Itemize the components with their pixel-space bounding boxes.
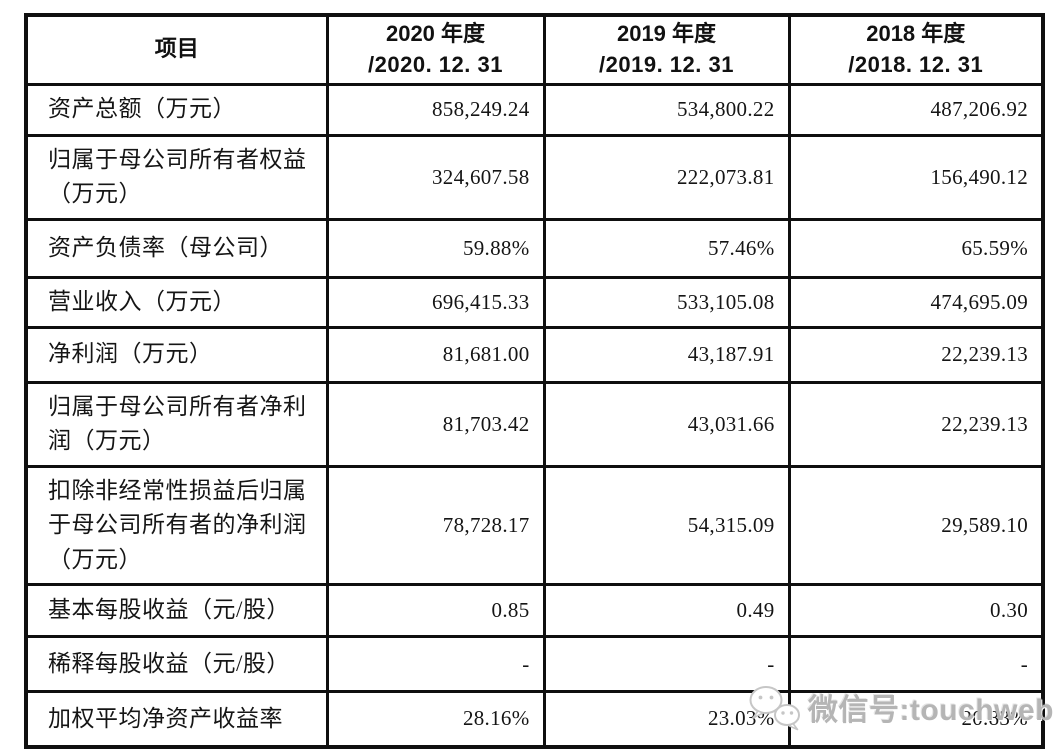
row-value: 29,589.10 — [787, 464, 1045, 586]
table-row: 归属于母公司所有者权益 （万元） 324,607.58 222,073.81 156,… — [24, 133, 1045, 221]
wechat-icon — [749, 686, 800, 731]
row-value: 22,239.13 — [787, 325, 1045, 384]
watermark-text: 微信号:touchweb — [808, 694, 1054, 727]
row-value: 20.83% — [787, 690, 1045, 748]
row-label: 资产总额（万元） — [24, 82, 329, 137]
row-value: 696,415.33 — [325, 275, 546, 329]
table-row: 营业收入（万元） 696,415.33 533,105.08 474,695.09 — [24, 275, 1045, 329]
table-row: 资产负债率（母公司） 59.88% 57.46% 65.59% — [24, 217, 1045, 279]
row-value: 534,800.22 — [542, 82, 791, 137]
table-row: 扣除非经常性损益后归属 于母公司所有者的净利润 （万元） 78,728.17 54,… — [24, 464, 1045, 586]
row-value: 222,073.81 — [542, 133, 791, 221]
row-label: 营业收入（万元） — [24, 275, 329, 329]
row-value: - — [787, 635, 1045, 693]
row-label: 归属于母公司所有者净利 润（万元） — [24, 380, 329, 468]
table-row: 稀释每股收益（元/股） - - - — [24, 635, 1045, 693]
header-year-2020-date: /2020. 12. 31 — [368, 51, 503, 77]
header-year-2019-date: /2019. 12. 31 — [599, 51, 734, 77]
header-year-2020: 2020 年度 /2020. 12. 31 — [325, 13, 546, 86]
row-value: 0.49 — [542, 583, 791, 638]
row-value: 474,695.09 — [787, 275, 1045, 329]
header-year-2020-label: 2020 年度 — [385, 20, 486, 46]
table-header-row: 项目 2020 年度 /2020. 12. 31 2019 年度 /2019. … — [24, 13, 1045, 86]
header-year-2019: 2019 年度 /2019. 12. 31 — [542, 13, 791, 86]
table-row: 净利润（万元） 81,681.00 43,187.91 22,239.13 — [24, 325, 1045, 384]
row-value: 22,239.13 — [787, 380, 1045, 468]
row-value: - — [542, 635, 791, 693]
row-label: 净利润（万元） — [24, 325, 329, 384]
table-row: 归属于母公司所有者净利 润（万元） 81,703.42 43,031.66 22,23… — [24, 380, 1045, 468]
financial-summary-table: 项目 2020 年度 /2020. 12. 31 2019 年度 /2019. … — [24, 13, 1045, 749]
row-value: 0.85 — [325, 583, 546, 638]
table-row: 资产总额（万元） 858,249.24 534,800.22 487,206.92 — [24, 82, 1045, 137]
row-label: 资产负债率（母公司） — [24, 217, 329, 279]
row-value: 81,703.42 — [325, 380, 546, 468]
row-value: 43,031.66 — [542, 380, 791, 468]
header-item-label: 项目 — [154, 36, 199, 62]
row-label: 扣除非经常性损益后归属 于母公司所有者的净利润 （万元） — [24, 464, 329, 586]
row-value: 0.30 — [787, 583, 1045, 638]
header-year-2018-label: 2018 年度 — [866, 20, 966, 46]
header-item-column: 项目 — [24, 13, 329, 86]
table-row: 加权平均净资产收益率 28.16% 23.03% 20.83% — [24, 690, 1045, 748]
row-label: 归属于母公司所有者权益 （万元） — [24, 133, 329, 221]
row-value: 156,490.12 — [787, 133, 1045, 221]
header-year-2018-date: /2018. 12. 31 — [848, 51, 984, 77]
row-value: 81,681.00 — [325, 325, 546, 384]
row-label: 加权平均净资产收益率 — [24, 690, 329, 748]
row-value: 28.16% — [325, 690, 546, 748]
row-value: 858,249.24 — [325, 82, 546, 137]
row-label: 稀释每股收益（元/股） — [24, 635, 329, 693]
watermark: 微信号:touchweb — [745, 681, 1054, 733]
row-value: 57.46% — [542, 217, 791, 279]
row-value: 324,607.58 — [325, 133, 546, 221]
row-label: 基本每股收益（元/股） — [24, 583, 329, 638]
row-value: 54,315.09 — [542, 464, 791, 586]
row-value: - — [325, 635, 546, 693]
header-year-2018: 2018 年度 /2018. 12. 31 — [787, 13, 1045, 86]
row-value: 533,105.08 — [542, 275, 791, 329]
row-value: 487,206.92 — [787, 82, 1045, 137]
table-row: 基本每股收益（元/股） 0.85 0.49 0.30 — [24, 583, 1045, 638]
row-value: 59.88% — [325, 217, 546, 279]
row-value: 65.59% — [787, 217, 1045, 279]
header-year-2019-label: 2019 年度 — [616, 20, 717, 46]
row-value: 78,728.17 — [325, 464, 546, 586]
row-value: 43,187.91 — [542, 325, 791, 384]
row-value: 23.03% — [542, 690, 791, 748]
